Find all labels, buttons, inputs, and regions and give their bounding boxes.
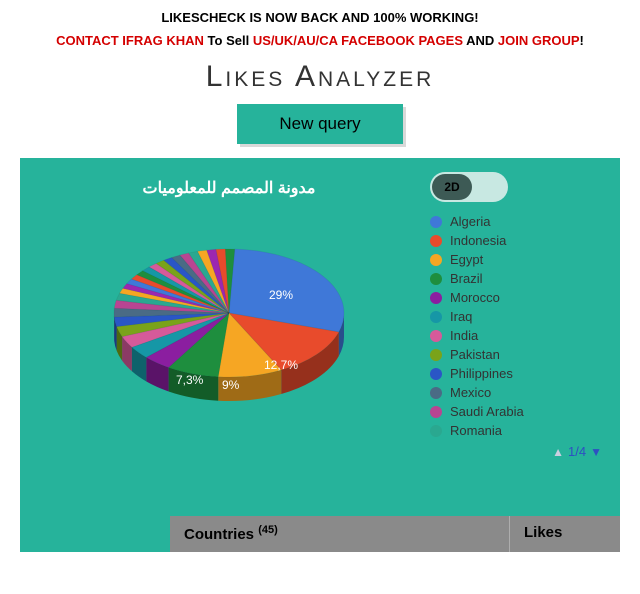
table-spacer <box>20 516 170 552</box>
contact-name[interactable]: CONTACT IFRAG KHAN <box>56 33 204 48</box>
legend-swatch <box>430 330 442 342</box>
slice-label: 12,7% <box>264 358 298 372</box>
legend-label: India <box>450 328 478 343</box>
legend-item[interactable]: Pakistan <box>430 345 606 364</box>
analyzer-panel: مدونة المصمم للمعلوميات 29% 12,7% 9% 7,3% 2… <box>20 158 620 552</box>
page-title: Likes Analyzer <box>0 56 640 104</box>
slice-label: 7,3% <box>176 373 203 387</box>
legend-item[interactable]: Saudi Arabia <box>430 402 606 421</box>
legend-item[interactable]: Algeria <box>430 212 606 231</box>
legend-item[interactable]: Indonesia <box>430 231 606 250</box>
legend-item[interactable]: Egypt <box>430 250 606 269</box>
legend-label: Philippines <box>450 366 513 381</box>
banner-status: LIKESCHECK IS NOW BACK AND 100% WORKING! <box>0 0 640 29</box>
legend-label: Morocco <box>450 290 500 305</box>
legend-label: Mexico <box>450 385 491 400</box>
legend-label: Brazil <box>450 271 483 286</box>
slice-label: 9% <box>222 378 239 392</box>
legend-swatch <box>430 349 442 361</box>
legend-swatch <box>430 406 442 418</box>
banner-contact: CONTACT IFRAG KHAN To Sell US/UK/AU/CA F… <box>0 29 640 56</box>
pager-prev-icon: ▲ <box>552 445 564 459</box>
legend: Algeria Indonesia Egypt Brazil Morocco Iraq In… <box>430 212 606 440</box>
column-countries[interactable]: Countries (45) <box>170 516 510 552</box>
legend-pager: ▲ 1/4 ▼ <box>430 440 606 459</box>
legend-label: Romania <box>450 423 502 438</box>
legend-item[interactable]: India <box>430 326 606 345</box>
pie-chart: مدونة المصمم للمعلوميات 29% 12,7% 9% 7,3% <box>34 172 424 512</box>
legend-swatch <box>430 273 442 285</box>
legend-item[interactable]: Morocco <box>430 288 606 307</box>
legend-swatch <box>430 254 442 266</box>
join-group-link[interactable]: JOIN GROUP <box>498 33 580 48</box>
legend-item[interactable]: Romania <box>430 421 606 440</box>
legend-swatch <box>430 311 442 323</box>
legend-swatch <box>430 387 442 399</box>
legend-swatch <box>430 235 442 247</box>
table-header: Countries (45) Likes <box>20 516 620 552</box>
chart-title: مدونة المصمم للمعلوميات <box>34 172 424 208</box>
toggle-2d[interactable]: 2D <box>432 174 472 200</box>
legend-item[interactable]: Philippines <box>430 364 606 383</box>
pager-text: 1/4 <box>568 444 586 459</box>
legend-item[interactable]: Mexico <box>430 383 606 402</box>
column-likes[interactable]: Likes <box>510 516 620 552</box>
view-toggle[interactable]: 2D <box>430 172 508 202</box>
legend-label: Iraq <box>450 309 472 324</box>
legend-item[interactable]: Iraq <box>430 307 606 326</box>
legend-label: Saudi Arabia <box>450 404 524 419</box>
legend-swatch <box>430 425 442 437</box>
legend-label: Indonesia <box>450 233 506 248</box>
legend-label: Pakistan <box>450 347 500 362</box>
legend-label: Egypt <box>450 252 483 267</box>
legend-item[interactable]: Brazil <box>430 269 606 288</box>
legend-swatch <box>430 216 442 228</box>
slice-label: 29% <box>269 288 293 302</box>
legend-label: Algeria <box>450 214 490 229</box>
new-query-button[interactable]: New query <box>237 104 402 144</box>
pager-next-icon[interactable]: ▼ <box>590 445 602 459</box>
legend-swatch <box>430 368 442 380</box>
legend-swatch <box>430 292 442 304</box>
